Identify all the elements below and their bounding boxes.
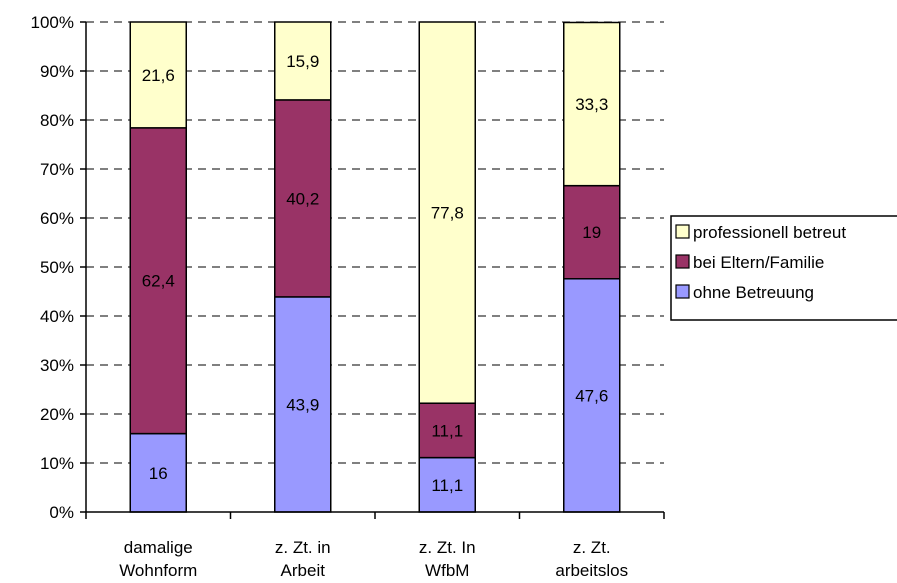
y-tick-label: 70% <box>40 160 74 179</box>
legend-swatch-professionell-betreut <box>675 224 690 239</box>
x-category-label: z. Zt. <box>573 538 611 557</box>
data-label: 77,8 <box>431 204 464 223</box>
bar-segment-professionell-betreut <box>418 21 476 404</box>
bar-segment-bei-eltern-familie <box>129 127 187 435</box>
data-label: 11,1 <box>431 476 463 495</box>
axes: 0% 10% 20% 30% 40% 50% 60% 70% 80% 90% 100% damalig… <box>31 13 665 580</box>
y-tick-label: 0% <box>49 503 74 522</box>
data-label: 43,9 <box>286 395 319 414</box>
data-label: 11,1 <box>431 421 463 440</box>
x-category-label: z. Zt. in <box>275 538 331 557</box>
legend-swatch-ohne-betreuung <box>675 284 690 299</box>
x-category-label: arbeitslos <box>555 561 628 580</box>
legend-label: professionell betreut <box>693 223 846 242</box>
bar-segment-ohne-betreuung <box>129 432 187 513</box>
x-category-label: Wohnform <box>119 561 197 580</box>
data-label: 19 <box>582 223 601 242</box>
y-tick-label: 10% <box>40 454 74 473</box>
bar-segment-ohne-betreuung <box>418 456 476 513</box>
data-label: 47,6 <box>575 386 608 405</box>
x-category-label: WfbM <box>425 561 469 580</box>
bar-segment-professionell-betreut <box>129 21 187 129</box>
x-category-label: z. Zt. In <box>419 538 476 557</box>
legend-swatch-bei-eltern-familie <box>675 254 690 269</box>
x-category-label: Arbeit <box>281 561 326 580</box>
y-tick-label: 90% <box>40 62 74 81</box>
data-label: 15,9 <box>286 52 319 71</box>
y-tick-label: 40% <box>40 307 74 326</box>
y-tick-label: 20% <box>40 405 74 424</box>
legend-box <box>670 215 897 321</box>
y-tick-label: 50% <box>40 258 74 277</box>
bar-segment-bei-eltern-familie <box>274 99 332 298</box>
bar-segment-ohne-betreuung <box>563 278 621 513</box>
bar-segment-professionell-betreut <box>274 21 332 101</box>
bar-segment-bei-eltern-familie <box>418 402 476 459</box>
data-label: 40,2 <box>286 189 319 208</box>
bar-segment-bei-eltern-familie <box>563 184 621 280</box>
data-label: 16 <box>149 464 168 483</box>
bar-segment-professionell-betreut <box>563 21 621 187</box>
data-label: 33,3 <box>575 95 608 114</box>
y-tick-label: 60% <box>40 209 74 228</box>
legend-label: ohne Betreuung <box>693 283 814 302</box>
legend: professionell betreut bei Eltern/Familie o… <box>670 215 897 321</box>
y-tick-label: 80% <box>40 111 74 130</box>
data-label: 21,6 <box>142 66 175 85</box>
legend-label: bei Eltern/Familie <box>693 253 824 272</box>
y-tick-label: 100% <box>31 13 74 32</box>
x-category-label: damalige <box>124 538 193 557</box>
bars: 16 62,4 21,6 43,9 40,2 15,9 11,1 11,1 77,8 47,6 19… <box>129 21 621 513</box>
y-tick-label: 30% <box>40 356 74 375</box>
data-label: 62,4 <box>142 272 175 291</box>
bar-segment-ohne-betreuung <box>274 296 332 513</box>
